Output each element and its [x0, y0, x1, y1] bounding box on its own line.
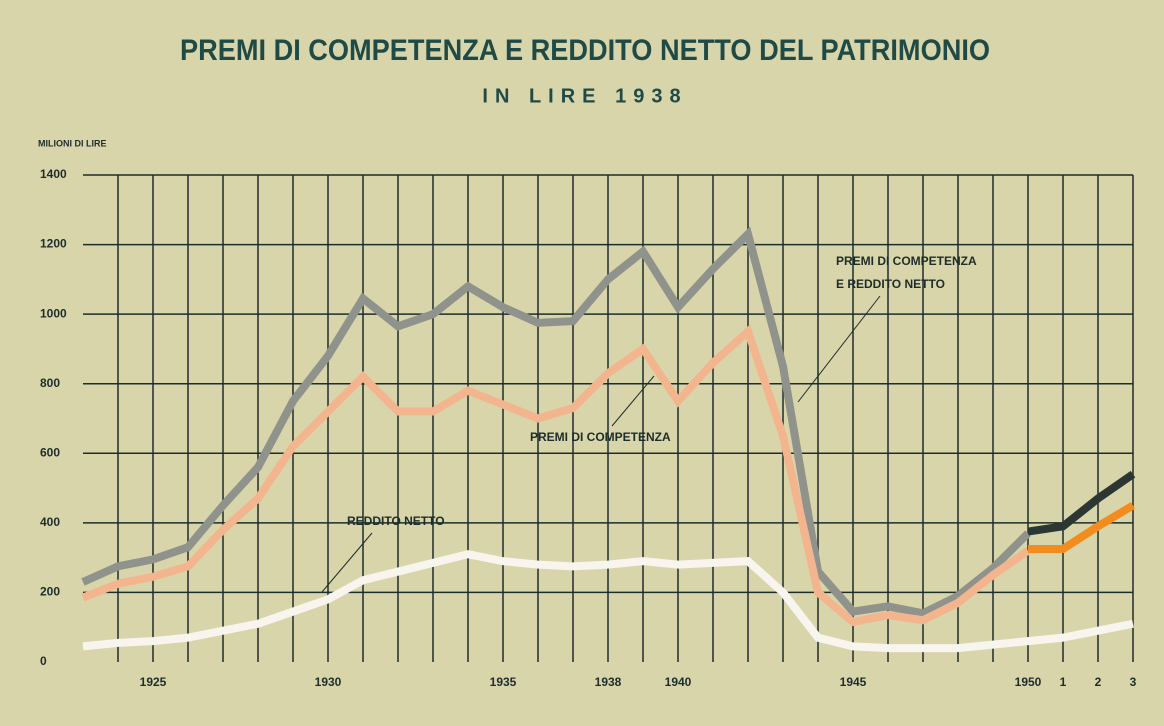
annotation: REDDITO NETTO: [347, 514, 445, 528]
series-line: [81, 324, 1031, 627]
x-tick-label: 3: [1130, 675, 1137, 689]
y-tick-label: 800: [40, 376, 60, 390]
y-tick-label: 1200: [40, 237, 67, 251]
y-tick-label: 1400: [40, 167, 67, 181]
chart-title: PREMI DI COMPETENZA E REDDITO NETTO DEL …: [180, 34, 990, 67]
x-tick-label: 1: [1060, 675, 1067, 689]
lines: [81, 226, 1136, 653]
x-tick-label: 1945: [840, 675, 867, 689]
leader-line: [321, 532, 373, 593]
x-tick-label: 1925: [140, 675, 167, 689]
x-tick-label: 1935: [490, 675, 517, 689]
series-line: [81, 226, 1031, 618]
y-axis-label: MILIONI DI LIRE: [38, 138, 107, 148]
y-tick-label: 600: [40, 445, 60, 459]
x-tick-label: 1950: [1015, 675, 1042, 689]
series-line: [82, 550, 1134, 653]
series-line: [1028, 502, 1136, 553]
x-tick-label: 2: [1095, 675, 1102, 689]
grid: 0 200 400 600 800 1000 1200 1400 1925 1930 1935 193…: [40, 167, 1137, 689]
leader-line: [611, 375, 655, 427]
y-tick-label: 0: [40, 654, 47, 668]
annotation: PREMI DI COMPETENZA: [530, 430, 671, 444]
x-tick-label: 1940: [665, 675, 692, 689]
y-tick-label: 400: [40, 515, 60, 529]
y-tick-label: 1000: [40, 306, 67, 320]
series-line: [1027, 470, 1136, 536]
leader-line: [797, 295, 881, 403]
chart-subtitle: IN LIRE 1938: [482, 85, 687, 107]
x-tick-label: 1938: [595, 675, 622, 689]
x-tick-label: 1930: [315, 675, 342, 689]
y-tick-label: 200: [40, 585, 60, 599]
annotation: PREMI DI COMPETENZA: [836, 254, 977, 268]
annotation: E REDDITO NETTO: [836, 277, 945, 291]
annotations: PREMI DI COMPETENZA E REDDITO NETTO PREMI …: [321, 254, 977, 593]
